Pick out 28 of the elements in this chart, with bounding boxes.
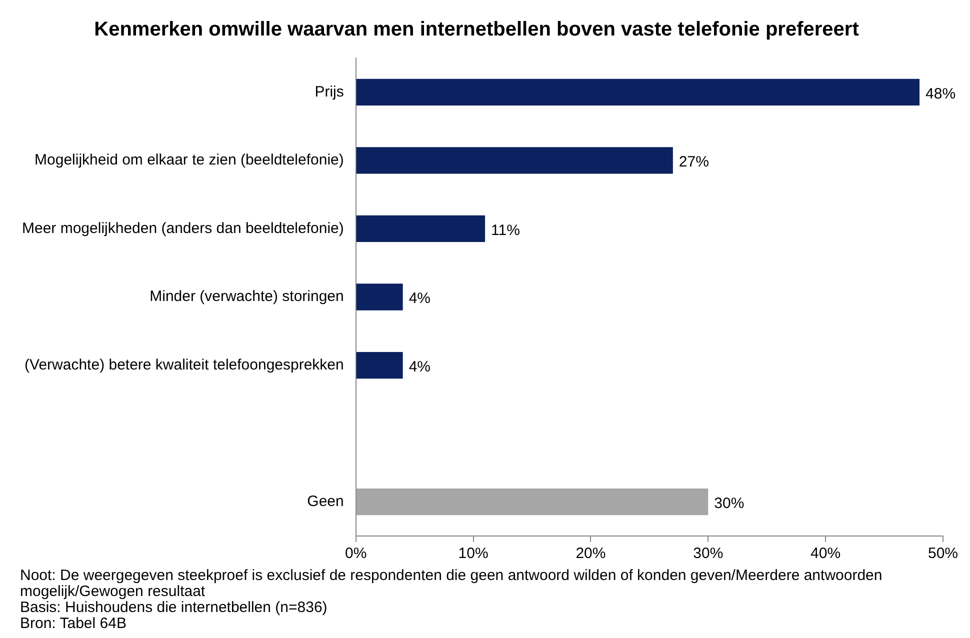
text: Bron: Tabel 64B bbox=[20, 615, 128, 632]
y-tick-label: Meer mogelijkheden (anders dan beeldtelefonie) bbox=[22, 220, 344, 237]
y-tick-label: Minder (verwachte) storingen bbox=[150, 288, 344, 306]
data-label: 4% bbox=[408, 290, 431, 308]
y-tick-label: Geen bbox=[307, 493, 344, 510]
x-tick-label: 50% bbox=[928, 545, 958, 562]
x-tick-label: 40% bbox=[810, 545, 841, 562]
bar bbox=[356, 147, 673, 174]
bar bbox=[356, 215, 486, 242]
x-tick-label: 10% bbox=[458, 545, 488, 562]
x-tick-label: 30% bbox=[693, 545, 724, 562]
y-tick-label: Mogelijkheid om elkaar te zien (beeldtelefonie) bbox=[34, 152, 344, 169]
data-label: 30% bbox=[714, 495, 744, 512]
bar bbox=[356, 352, 403, 379]
x-tick-label: 20% bbox=[576, 545, 606, 562]
text: Noot: De weergegeven steekproef is exclusief de respondenten die geen antwoord wilden of konden geven/Meerdere antwoorden mogelijk/Gewogen resultaat bbox=[20, 567, 884, 600]
data-label: 48% bbox=[926, 85, 956, 102]
bar bbox=[356, 488, 708, 516]
bar bbox=[356, 284, 403, 310]
data-label: 4% bbox=[408, 358, 431, 376]
y-tick-label: (Verwachte) betere kwaliteit telefoongesprekken bbox=[24, 356, 344, 374]
x-tick-label: 0% bbox=[345, 545, 367, 562]
data-label: 11% bbox=[491, 222, 520, 239]
chart-title: Kenmerken omwille waarvan men internetbellen boven vaste telefonie prefereert bbox=[94, 18, 860, 41]
y-tick-label: Prijs bbox=[314, 83, 344, 100]
data-label: 27% bbox=[678, 154, 709, 171]
text: Basis: Huishoudens die internetbellen (n=836) bbox=[20, 599, 328, 616]
bar bbox=[356, 78, 920, 106]
